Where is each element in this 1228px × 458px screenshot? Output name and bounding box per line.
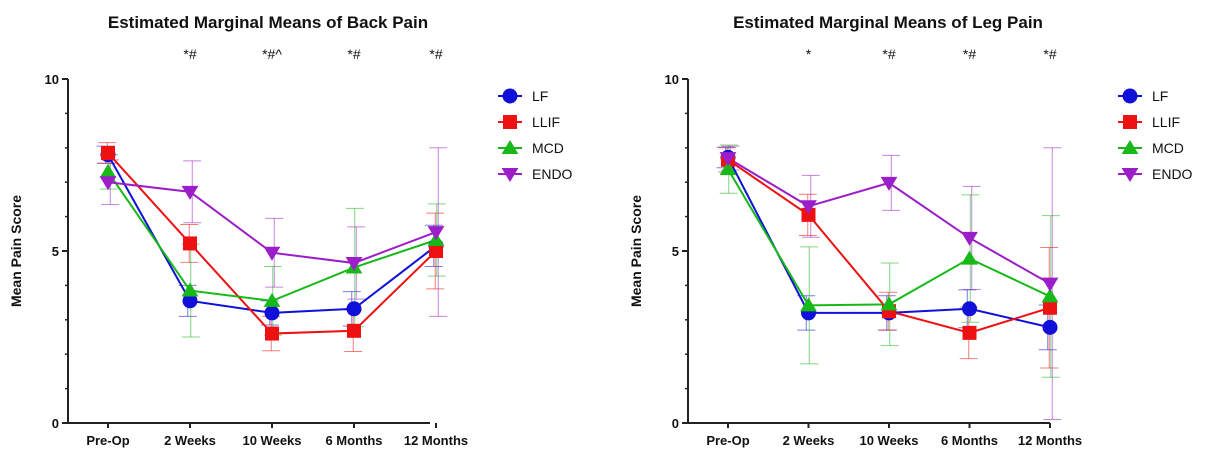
x-tick-label: 2 Weeks [164,433,216,448]
leg-pain-chart: Estimated Marginal Means of Leg Pain * *# *… [628,13,1193,448]
y-tick-label: 0 [52,416,59,431]
series-line-lf [107,154,437,314]
data-point-llif [962,325,977,340]
data-point-mcd [880,296,898,311]
data-point-mcd [719,161,737,176]
significance-label: *# [882,46,895,62]
data-point-mcd [99,163,117,178]
x-tick-label: 10 Weeks [242,433,301,448]
legend: LF LLIF MCD ENDO [1118,88,1193,182]
legend-marker-endo [1121,168,1139,182]
legend: LF LLIF MCD ENDO [498,88,573,182]
significance-label: *# [1043,46,1056,62]
x-tick-label: 10 Weeks [859,433,918,448]
data-point-endo [961,231,978,246]
legend-label: LF [532,88,548,104]
legend-marker-llif [1123,115,1137,129]
data-point-endo [719,152,737,167]
legend-label: LF [1152,88,1168,104]
x-tick-label: 2 Weeks [783,433,835,448]
x-tick-label: 6 Months [941,433,998,448]
y-tick-label: 0 [672,416,679,431]
x-tick-label: 12 Months [1018,433,1082,448]
significance-label: *# [963,46,976,62]
data-point-llif [801,207,816,222]
data-point-lf [182,293,198,309]
data-point-endo [427,226,445,241]
y-tick-label: 5 [52,244,59,259]
legend-marker-lf [1122,88,1138,104]
data-point-llif [1043,300,1057,315]
data-point-lf [962,301,977,317]
data-point-endo [880,176,898,191]
data-point-endo [181,185,199,200]
data-point-llif [101,145,115,160]
data-point-endo [345,257,363,272]
data-point-mcd [800,297,817,312]
x-tick-label: 12 Months [404,433,468,448]
significance-label: * [806,46,812,62]
series-line-mcd [107,171,437,302]
data-point-lf [346,301,362,317]
x-tick-label: Pre-Op [706,433,749,448]
chart-title: Estimated Marginal Means of Leg Pain [733,13,1043,32]
x-tick-label: 6 Months [325,433,382,448]
legend-label: LLIF [532,114,560,130]
data-point-llif [347,323,361,338]
legend-label: ENDO [1152,166,1193,182]
significance-label: *#^ [262,46,282,62]
significance-label: *# [347,46,360,62]
y-axis-label: Mean Pain Score [628,195,644,307]
legend-marker-mcd [1121,140,1139,154]
legend-marker-llif [503,115,517,129]
x-tick-label: Pre-Op [86,433,129,448]
data-point-mcd [1041,288,1059,303]
data-point-llif [265,326,279,341]
data-point-endo [263,246,281,261]
legend-marker-lf [502,88,518,104]
legend-label: MCD [1152,140,1184,156]
data-point-mcd [961,250,978,265]
significance-label: *# [429,46,442,62]
data-point-lf [264,305,280,321]
data-point-llif [183,236,197,251]
y-tick-label: 10 [665,72,679,87]
legend-label: ENDO [532,166,573,182]
data-point-endo [800,200,817,215]
data-point-mcd [181,282,199,297]
y-axis-label: Mean Pain Score [8,195,24,307]
legend-marker-mcd [501,140,519,154]
y-tick-label: 10 [45,72,59,87]
significance-label: *# [183,46,196,62]
data-point-mcd [263,292,281,307]
data-point-lf [1042,319,1058,335]
data-point-endo [99,176,117,191]
legend-label: MCD [532,140,564,156]
legend-marker-endo [501,168,519,182]
legend-label: LLIF [1152,114,1180,130]
data-point-llif [429,244,443,258]
y-tick-label: 5 [672,244,679,259]
data-point-endo [1041,277,1059,292]
back-pain-chart: Estimated Marginal Means of Back Pain*# *… [8,13,573,448]
chart-title: Estimated Marginal Means of Back Pain [108,13,428,32]
